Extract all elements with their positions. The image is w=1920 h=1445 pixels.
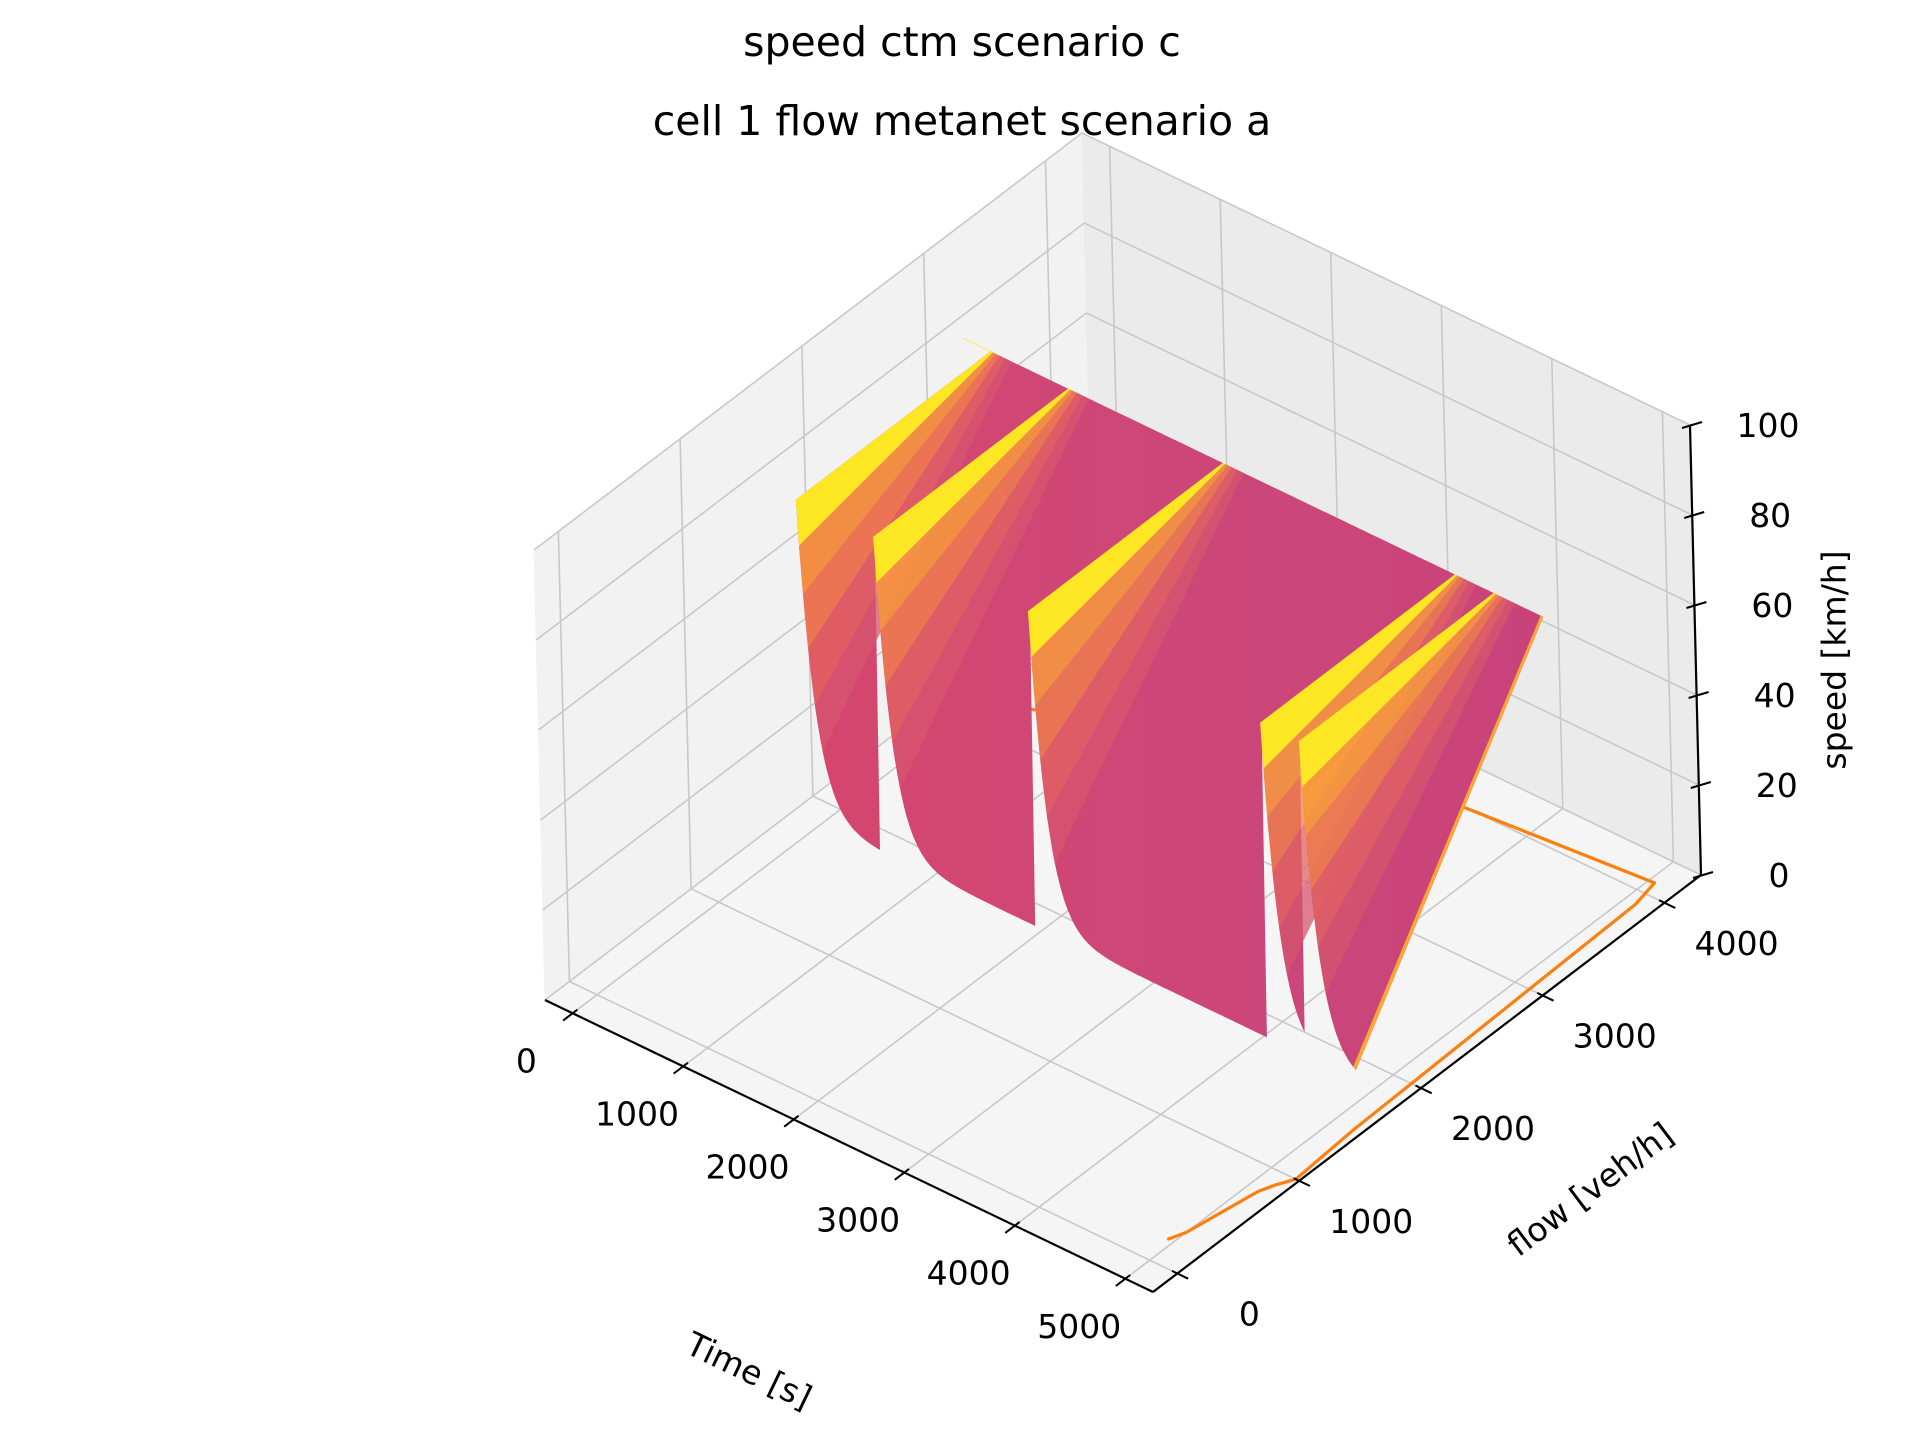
tick-marks — [562, 421, 1714, 1287]
chart-subtitle: cell 1 flow metanet scenario a — [653, 97, 1272, 145]
surface-band-strip — [1027, 462, 1225, 658]
surface-band-strip — [1318, 599, 1515, 994]
y-tick — [1658, 899, 1676, 909]
y-tick — [1293, 1177, 1311, 1187]
surface-band-strip — [1298, 593, 1496, 788]
surface-band-strip — [1031, 464, 1228, 706]
surface-top-contour — [962, 337, 991, 352]
x-tick — [894, 1168, 910, 1181]
z-axis-label: speed [km/h] — [1815, 550, 1854, 769]
chart-title: speed ctm scenario c — [743, 18, 1181, 66]
x-tick — [1115, 1274, 1131, 1287]
surface-band-strip — [1040, 467, 1238, 818]
x-tick-label: 1000 — [595, 1094, 679, 1133]
z-grid-line — [535, 222, 1693, 641]
z-grid-line — [533, 132, 1691, 551]
z-tick-label: 60 — [1751, 586, 1793, 625]
y-tick-label: 3000 — [1573, 1016, 1657, 1055]
z-tick-label: 0 — [1769, 856, 1790, 895]
y-tick — [1415, 1084, 1433, 1095]
surface-band-strip — [803, 353, 1000, 649]
surface-band-strip — [876, 389, 1073, 632]
z-tick-label: 100 — [1737, 406, 1800, 445]
axis-lines — [544, 424, 1703, 1293]
y-tick-label: 1000 — [1329, 1202, 1413, 1241]
z-tick-label: 40 — [1754, 676, 1796, 715]
z-grid-line — [537, 312, 1695, 731]
x-tick-label: 0 — [516, 1041, 537, 1080]
z-tick-label: 20 — [1756, 766, 1798, 805]
x-tick — [562, 1008, 579, 1022]
z-tick — [1686, 601, 1707, 609]
y-axis-line — [1152, 874, 1702, 1293]
y-tick — [1171, 1269, 1189, 1280]
x-tick-label: 4000 — [927, 1254, 1011, 1293]
surface-band-strip — [1306, 595, 1503, 891]
z-tick — [1683, 511, 1705, 519]
surface-band-strip — [892, 395, 1089, 789]
x-tick — [1004, 1221, 1021, 1234]
surface-band-strip — [799, 352, 996, 595]
z-axis-line — [1688, 424, 1703, 876]
x-tick-label: 2000 — [706, 1148, 790, 1187]
x-axis-label: Time [s] — [679, 1324, 818, 1418]
z-tick — [1688, 691, 1709, 699]
surface-band-strip — [885, 392, 1083, 743]
surface-end-cap — [1353, 615, 1544, 1071]
y-tick — [1536, 991, 1554, 1002]
z-tick-label: 80 — [1749, 496, 1791, 535]
y-tick-label: 2000 — [1451, 1109, 1535, 1148]
x-axis-line — [544, 999, 1154, 1293]
surface-band-strip — [873, 388, 1071, 583]
z-tick — [1692, 871, 1714, 879]
surface-band-strip — [795, 351, 993, 546]
surface-band-strip — [1260, 574, 1458, 769]
surface-band-strip — [1302, 594, 1499, 836]
surface-group — [795, 337, 1544, 1071]
x-tick — [673, 1061, 689, 1075]
x-tick-label: 5000 — [1037, 1307, 1121, 1346]
z-tick — [1681, 421, 1703, 429]
y-tick-label: 4000 — [1695, 924, 1779, 963]
surface-band-strip — [1311, 597, 1508, 948]
tick-labels: 0 1000 2000 3000 4000 5000 0 1000 2000 3000 4000 0 2… — [516, 406, 1800, 1346]
x-tick — [783, 1115, 800, 1128]
z-tick — [1690, 781, 1712, 789]
y-tick-label: 0 — [1239, 1294, 1260, 1333]
surface-band-strip — [880, 391, 1077, 686]
x-tick-label: 3000 — [816, 1201, 900, 1240]
surface-band-strip — [1035, 465, 1232, 761]
surface-band-strip — [1047, 469, 1244, 864]
